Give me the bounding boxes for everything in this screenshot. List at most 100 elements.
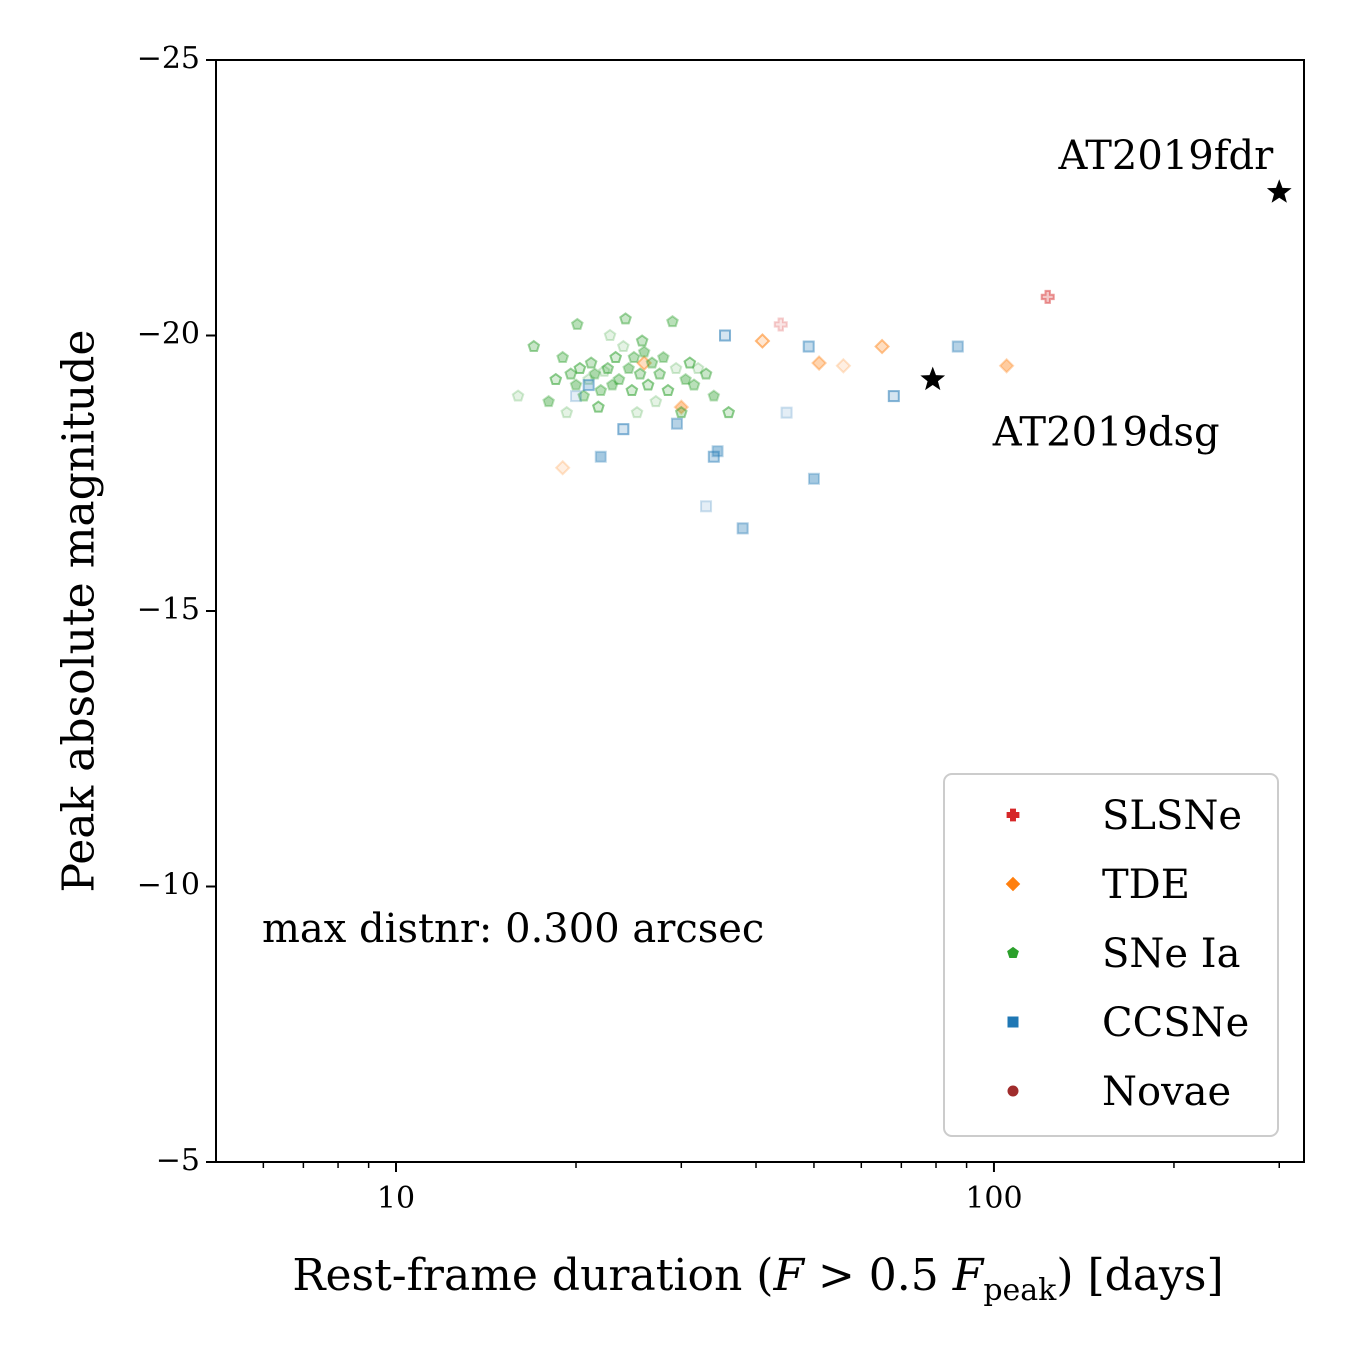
point-tde [754, 333, 771, 349]
axis-ticks: −25 −20 −15 −10 −5 10 100 [137, 41, 1280, 1216]
point-sne-ia [573, 361, 587, 375]
star-marker-at2019dsg [920, 366, 946, 391]
point-sne-ia [683, 356, 697, 369]
point-sne-ia [609, 350, 623, 363]
point-sne-ia [622, 361, 636, 375]
point-sne-ia [635, 334, 649, 347]
legend-marker-slsne [1006, 808, 1020, 822]
point-sne-ia [630, 405, 644, 419]
point-ccsne [719, 329, 732, 342]
point-ccsne [887, 390, 900, 403]
legend-item-ccsne: CCSNe [1007, 1000, 1249, 1046]
point-sne-ia [588, 367, 602, 380]
x-axis-label-end: ) [days] [1056, 1250, 1223, 1301]
point-sne-ia [679, 372, 692, 386]
legend-marker-ccsne [1007, 1016, 1019, 1028]
point-sne-ia [649, 394, 663, 408]
point-sne-ia [511, 389, 525, 402]
point-ccsne [570, 390, 583, 403]
point-sne-ia [674, 405, 688, 419]
point-sne-ia [699, 367, 713, 380]
point-sne-ia [564, 367, 578, 380]
point-ccsne [700, 500, 713, 513]
point-sne-ia [616, 339, 630, 352]
point-sne-ia [577, 389, 591, 402]
point-sne-ia [653, 367, 667, 380]
series-sne-ia [511, 312, 736, 419]
y-tick-label: −25 [137, 41, 200, 76]
point-sne-ia [601, 361, 615, 375]
x-axis-label-f2: F [952, 1250, 985, 1301]
point-ccsne [594, 450, 607, 463]
point-sne-ia [556, 350, 570, 363]
label-at2019dsg: AT2019dsg [992, 410, 1220, 456]
star-marker-at2019fdr [1266, 179, 1292, 203]
x-axis-label-f: F [772, 1250, 805, 1301]
series-slsne [773, 289, 1055, 332]
series-ccsne [570, 329, 964, 535]
point-ccsne [736, 522, 749, 535]
point-ccsne [780, 406, 793, 419]
point-sne-ia [560, 405, 574, 419]
legend-label-slsne: SLSNe [1102, 793, 1242, 839]
point-sne-ia [625, 383, 639, 397]
legend-box [943, 773, 1279, 1137]
point-sne-ia [549, 372, 563, 386]
y-tick-label: −15 [137, 592, 200, 627]
legend-item-sne-ia: SNe Ia [1007, 931, 1240, 977]
x-tick-label: 100 [965, 1181, 1022, 1216]
x-axis-label: Rest-frame duration (F > 0.5 Fpeak) [day… [292, 1250, 1223, 1308]
point-sne-ia [591, 400, 605, 413]
point-tde [811, 355, 828, 371]
point-sne-ia [527, 339, 541, 352]
legend-label-sne-ia: SNe Ia [1102, 931, 1240, 977]
x-axis-label-gt: > 0.5 [804, 1250, 953, 1301]
point-sne-ia [597, 364, 611, 377]
legend-label-tde: TDE [1102, 862, 1190, 908]
point-tde [835, 357, 852, 374]
legend-entries: SLSNe TDE SNe Ia CCSNe Novae [1005, 793, 1249, 1115]
point-sne-ia [669, 361, 683, 375]
point-ccsne [802, 340, 815, 353]
point-sne-ia [584, 356, 598, 369]
point-sne-ia [722, 405, 736, 419]
point-sne-ia [627, 350, 641, 363]
legend-marker-sne-ia [1007, 946, 1019, 958]
point-ccsne [807, 472, 820, 485]
y-axis-label: Peak absolute magnitude [54, 330, 105, 893]
point-tde [554, 459, 571, 476]
point-sne-ia [707, 389, 721, 402]
x-tick-label: 10 [377, 1181, 415, 1216]
x-axis-label-main: Rest-frame duration ( [292, 1250, 773, 1301]
point-sne-ia [569, 378, 583, 391]
point-ccsne [582, 379, 595, 392]
point-sne-ia [637, 345, 651, 358]
point-ccsne [670, 417, 683, 430]
point-sne-ia [542, 394, 556, 408]
point-sne-ia [594, 383, 608, 397]
point-ccsne [707, 450, 720, 463]
point-sne-ia [656, 350, 670, 363]
point-slsne [1040, 289, 1055, 304]
legend-label-ccsne: CCSNe [1102, 1000, 1249, 1046]
distnr-annotation: max distnr: 0.300 arcsec [262, 906, 764, 952]
point-sne-ia [603, 328, 617, 341]
point-sne-ia [612, 372, 626, 386]
legend-marker-novae [1007, 1085, 1019, 1097]
point-sne-ia [619, 312, 632, 325]
highlighted-objects: AT2019fdr AT2019dsg [920, 133, 1292, 456]
point-tde [874, 338, 890, 355]
point-tde [998, 357, 1015, 374]
point-sne-ia [633, 367, 647, 380]
y-tick-label: −20 [137, 317, 200, 352]
point-sne-ia [645, 356, 659, 369]
series-tde [554, 333, 1015, 476]
x-axis-label-sub: peak [983, 1273, 1057, 1308]
point-sne-ia [691, 361, 705, 375]
y-tick-label: −10 [137, 868, 200, 903]
y-tick-label: −5 [156, 1143, 200, 1178]
point-sne-ia [582, 372, 596, 386]
point-sne-ia [661, 383, 675, 397]
data-marks [511, 289, 1055, 535]
